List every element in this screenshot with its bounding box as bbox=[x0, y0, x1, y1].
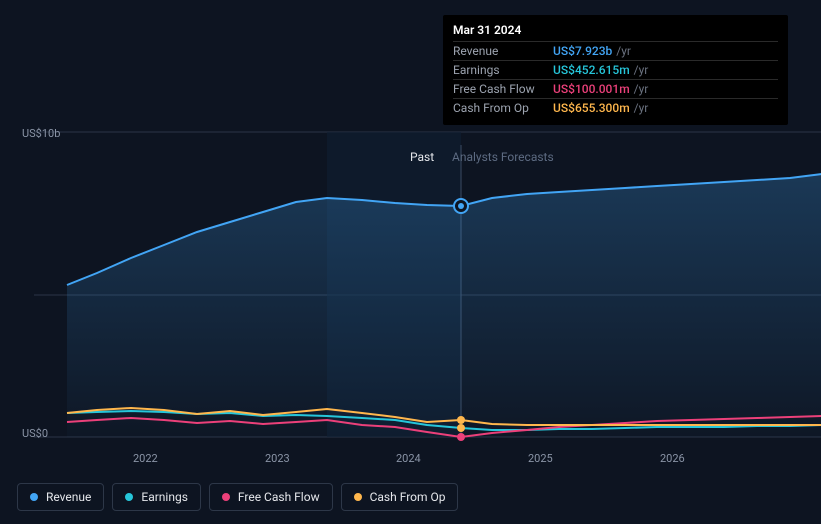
x-axis-label: 2022 bbox=[133, 452, 158, 465]
y-axis-label: US$0 bbox=[22, 427, 48, 440]
x-axis-label: 2026 bbox=[660, 452, 685, 465]
legend-dot-icon bbox=[30, 493, 38, 501]
legend-dot-icon bbox=[222, 493, 230, 501]
tooltip-row: RevenueUS$7.923b/yr bbox=[453, 41, 778, 60]
past-label: Past bbox=[410, 150, 434, 164]
chart-tooltip: Mar 31 2024 RevenueUS$7.923b/yrEarningsU… bbox=[443, 15, 788, 125]
legend-item[interactable]: Cash From Op bbox=[341, 483, 459, 511]
tooltip-metric: Earnings bbox=[453, 63, 553, 77]
tooltip-value: US$655.300m bbox=[553, 101, 630, 115]
tooltip-metric: Cash From Op bbox=[453, 101, 553, 115]
chart-legend: Revenue Earnings Free Cash Flow Cash From O… bbox=[17, 483, 458, 511]
tooltip-unit: /yr bbox=[634, 101, 649, 115]
tooltip-unit: /yr bbox=[616, 44, 631, 58]
legend-item[interactable]: Free Cash Flow bbox=[209, 483, 333, 511]
tooltip-value: US$452.615m bbox=[553, 63, 630, 77]
tooltip-row: EarningsUS$452.615m/yr bbox=[453, 60, 778, 79]
legend-dot-icon bbox=[125, 493, 133, 501]
forecast-label: Analysts Forecasts bbox=[452, 150, 554, 164]
legend-label: Free Cash Flow bbox=[238, 490, 320, 504]
x-axis-label: 2024 bbox=[396, 452, 421, 465]
tooltip-row: Cash From OpUS$655.300m/yr bbox=[453, 98, 778, 117]
x-axis-label: 2023 bbox=[265, 452, 290, 465]
legend-label: Revenue bbox=[46, 490, 91, 504]
legend-label: Cash From Op bbox=[370, 490, 446, 504]
tooltip-metric: Revenue bbox=[453, 44, 553, 58]
y-axis-label: US$10b bbox=[22, 127, 60, 140]
legend-label: Earnings bbox=[141, 490, 188, 504]
legend-dot-icon bbox=[354, 493, 362, 501]
tooltip-unit: /yr bbox=[634, 82, 649, 96]
legend-item[interactable]: Revenue bbox=[17, 483, 104, 511]
tooltip-value: US$100.001m bbox=[553, 82, 630, 96]
tooltip-metric: Free Cash Flow bbox=[453, 82, 553, 96]
x-axis-label: 2025 bbox=[528, 452, 553, 465]
legend-item[interactable]: Earnings bbox=[112, 483, 201, 511]
tooltip-title: Mar 31 2024 bbox=[453, 23, 778, 37]
tooltip-value: US$7.923b bbox=[553, 44, 612, 58]
tooltip-unit: /yr bbox=[634, 63, 649, 77]
tooltip-row: Free Cash FlowUS$100.001m/yr bbox=[453, 79, 778, 98]
